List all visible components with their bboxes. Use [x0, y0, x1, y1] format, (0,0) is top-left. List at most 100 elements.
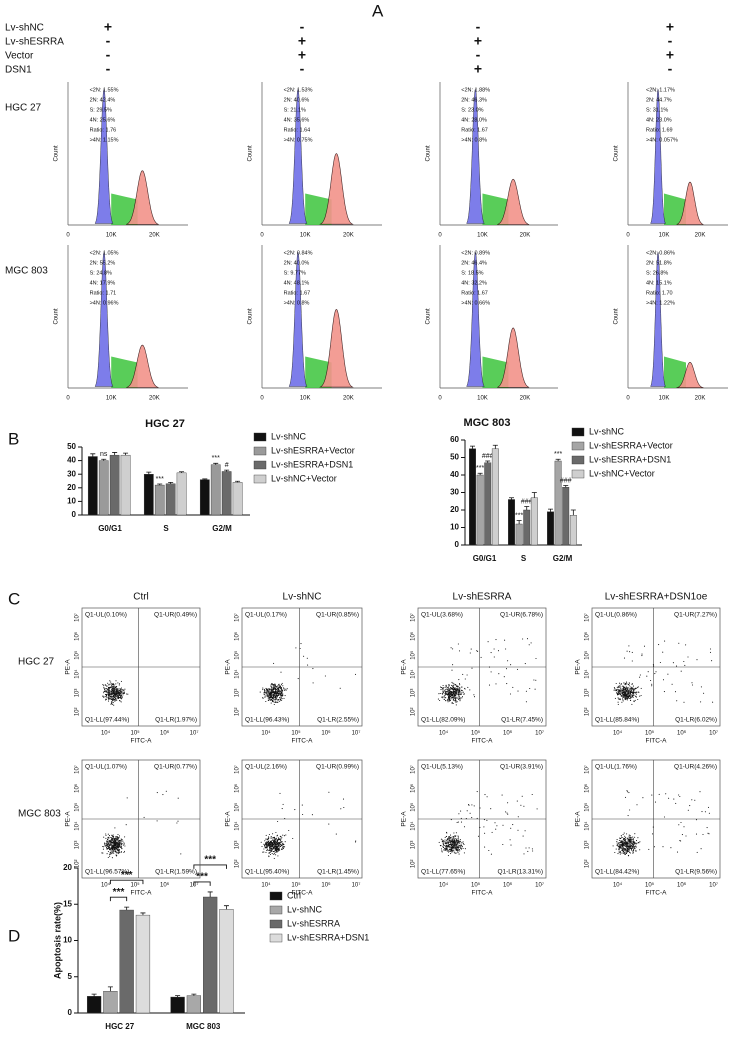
- scatter-point: [626, 846, 628, 848]
- scatter-point: [629, 852, 631, 854]
- bar: [135, 914, 151, 1014]
- scatter-point: [493, 648, 495, 650]
- scatter-point: [622, 696, 624, 698]
- scatter-point: [106, 688, 109, 691]
- scatter-point: [281, 699, 283, 701]
- scatter-point: [119, 694, 121, 696]
- scatter-point: [455, 696, 457, 698]
- scatter-point: [458, 694, 460, 696]
- y-tick-label: 10³: [585, 689, 591, 698]
- scatter-point: [633, 688, 635, 690]
- scatter-point: [122, 692, 124, 695]
- scatter-point: [643, 645, 646, 647]
- scatter-point: [118, 844, 120, 846]
- scatter-point: [123, 689, 125, 691]
- condition-sign: +: [666, 47, 674, 63]
- scatter-point: [627, 791, 629, 793]
- row-label: HGC 27: [5, 103, 42, 114]
- x-tick-label: 10⁷: [709, 882, 718, 889]
- histogram-stat: <2N: 0.89%: [461, 250, 490, 256]
- scatter-point: [464, 678, 466, 680]
- scatter-point: [617, 845, 619, 847]
- y-tick-label: 10⁶: [234, 631, 241, 641]
- error-bar: [107, 986, 113, 992]
- scatter-point: [659, 661, 661, 664]
- scatter-point: [459, 700, 461, 702]
- quadrant-label: Q1-UR(0.49%): [154, 612, 197, 619]
- scatter-point: [116, 695, 118, 697]
- scatter-point: [275, 843, 277, 845]
- scatter-point: [276, 834, 279, 836]
- significance-label: ns: [100, 451, 108, 458]
- scatter-point: [626, 695, 628, 697]
- scatter-point: [442, 688, 444, 690]
- scatter-point: [503, 676, 505, 678]
- legend-swatch: [269, 891, 283, 901]
- scatter-point: [126, 693, 128, 695]
- y-tick-label: 10⁵: [584, 650, 591, 660]
- scatter-point: [624, 843, 626, 845]
- scatter-point: [273, 662, 275, 664]
- scatter-point: [113, 704, 115, 706]
- scatter-point: [459, 684, 461, 686]
- scatter-point: [457, 844, 459, 846]
- scatter-point: [622, 689, 624, 691]
- scatter-point: [683, 660, 685, 663]
- scatter-point: [458, 695, 461, 697]
- scatter-point: [632, 845, 634, 847]
- scatter-point: [275, 696, 277, 698]
- scatter-point: [122, 694, 124, 696]
- error-bar: [555, 458, 561, 461]
- y-axis-label: PE-A: [65, 659, 72, 675]
- scatter-point: [282, 695, 284, 697]
- scatter-point: [445, 697, 447, 699]
- scatter-point: [109, 844, 111, 846]
- histogram-stat: 2N: 44.7%: [646, 97, 672, 103]
- x-tick-label: 10⁵: [131, 882, 141, 889]
- scatter-point: [620, 837, 622, 840]
- scatter-point: [622, 838, 624, 840]
- scatter-point: [275, 701, 277, 703]
- panel-label: D: [8, 926, 20, 945]
- scatter-point: [127, 693, 129, 695]
- scatter-point: [454, 845, 456, 847]
- scatter-point: [266, 847, 268, 849]
- y-tick-label: 20: [450, 505, 459, 514]
- scatter-point: [110, 681, 112, 683]
- scatter-point: [528, 644, 530, 646]
- scatter-point: [280, 837, 282, 839]
- scatter-point: [113, 685, 115, 687]
- scatter-point: [449, 842, 451, 844]
- scatter-point: [625, 687, 627, 689]
- scatter-point: [113, 684, 115, 686]
- scatter-point: [121, 696, 123, 698]
- scatter-point: [448, 696, 450, 698]
- scatter-point: [623, 851, 625, 853]
- scatter-point: [628, 836, 630, 838]
- scatter-point: [625, 852, 627, 854]
- scatter-point: [458, 693, 460, 695]
- scatter-point: [651, 833, 654, 835]
- scatter-point: [268, 855, 270, 857]
- bar: [554, 460, 562, 546]
- scatter-point: [262, 851, 264, 853]
- x-tick-label: 0: [260, 233, 264, 239]
- scatter-point: [447, 842, 449, 844]
- scatter-point: [624, 853, 626, 856]
- scatter-point: [272, 833, 274, 835]
- quadrant-label: Q1-UL(1.07%): [85, 764, 127, 771]
- scatter-point: [272, 693, 275, 695]
- scatter-point: [112, 834, 114, 836]
- scatter-point: [708, 812, 710, 814]
- scatter-point: [442, 684, 444, 687]
- x-tick-label: 0: [260, 396, 264, 402]
- significance-bracket: [109, 879, 144, 885]
- scatter-point: [277, 837, 279, 839]
- scatter-point: [451, 701, 453, 703]
- scatter-point: [450, 647, 452, 649]
- scatter-point: [634, 689, 636, 691]
- y-tick-label: 10³: [235, 841, 241, 850]
- scatter-point: [505, 668, 508, 670]
- scatter-point: [120, 701, 122, 703]
- y-tick-label: 10³: [75, 689, 81, 698]
